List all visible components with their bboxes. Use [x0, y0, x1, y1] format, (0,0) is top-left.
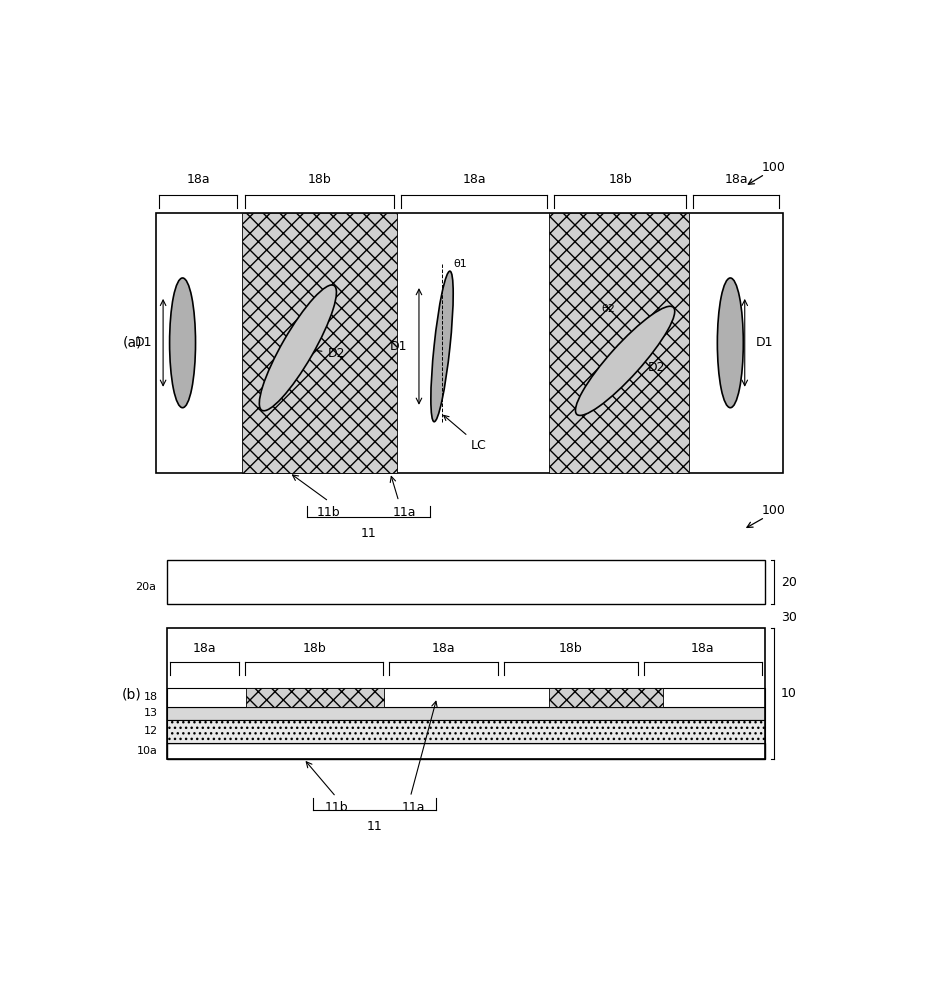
Ellipse shape — [169, 278, 195, 408]
Text: LC: LC — [444, 415, 486, 452]
Text: 11b: 11b — [325, 801, 348, 814]
Text: D1: D1 — [135, 336, 153, 349]
Text: 11b: 11b — [317, 506, 340, 519]
Text: D1: D1 — [390, 340, 407, 353]
Ellipse shape — [431, 271, 453, 422]
Text: 18b: 18b — [608, 173, 631, 186]
Text: 11: 11 — [366, 820, 382, 833]
Text: 11a: 11a — [392, 506, 417, 519]
Text: 12: 12 — [144, 726, 158, 736]
Text: 18a: 18a — [193, 642, 217, 655]
Text: 18a: 18a — [724, 173, 748, 186]
Text: 10: 10 — [781, 687, 797, 700]
Text: θ2: θ2 — [602, 304, 615, 314]
Text: 100: 100 — [762, 504, 786, 517]
Text: (a): (a) — [123, 336, 142, 350]
Bar — [166, 688, 764, 707]
Text: 18: 18 — [144, 692, 158, 702]
Ellipse shape — [576, 306, 675, 415]
Text: 100: 100 — [762, 161, 786, 174]
Text: 20: 20 — [781, 576, 797, 589]
Text: 30: 30 — [781, 611, 797, 624]
Ellipse shape — [259, 285, 337, 411]
Bar — [243, 213, 397, 473]
Text: 18b: 18b — [559, 642, 583, 655]
Bar — [166, 720, 764, 743]
Bar — [549, 213, 689, 473]
Bar — [166, 707, 764, 720]
Text: 18b: 18b — [302, 642, 326, 655]
Text: 11a: 11a — [402, 801, 425, 814]
Text: D1: D1 — [756, 336, 774, 349]
Ellipse shape — [717, 278, 743, 408]
Text: (b): (b) — [122, 688, 142, 702]
Text: 20a: 20a — [135, 582, 156, 592]
Text: D2: D2 — [299, 347, 345, 360]
Bar — [549, 688, 662, 707]
Text: 18b: 18b — [307, 173, 331, 186]
Text: 13: 13 — [144, 708, 158, 718]
Bar — [166, 560, 764, 604]
Text: 11: 11 — [361, 527, 377, 540]
Text: θ1: θ1 — [454, 259, 467, 269]
Text: 18a: 18a — [432, 642, 456, 655]
Text: 18a: 18a — [187, 173, 210, 186]
Bar — [246, 688, 384, 707]
Bar — [166, 743, 764, 759]
Bar — [166, 628, 764, 759]
Text: 10a: 10a — [138, 746, 158, 756]
Text: 18a: 18a — [691, 642, 715, 655]
Text: 18a: 18a — [462, 173, 485, 186]
Text: D2: D2 — [625, 361, 666, 374]
Bar — [156, 213, 783, 473]
